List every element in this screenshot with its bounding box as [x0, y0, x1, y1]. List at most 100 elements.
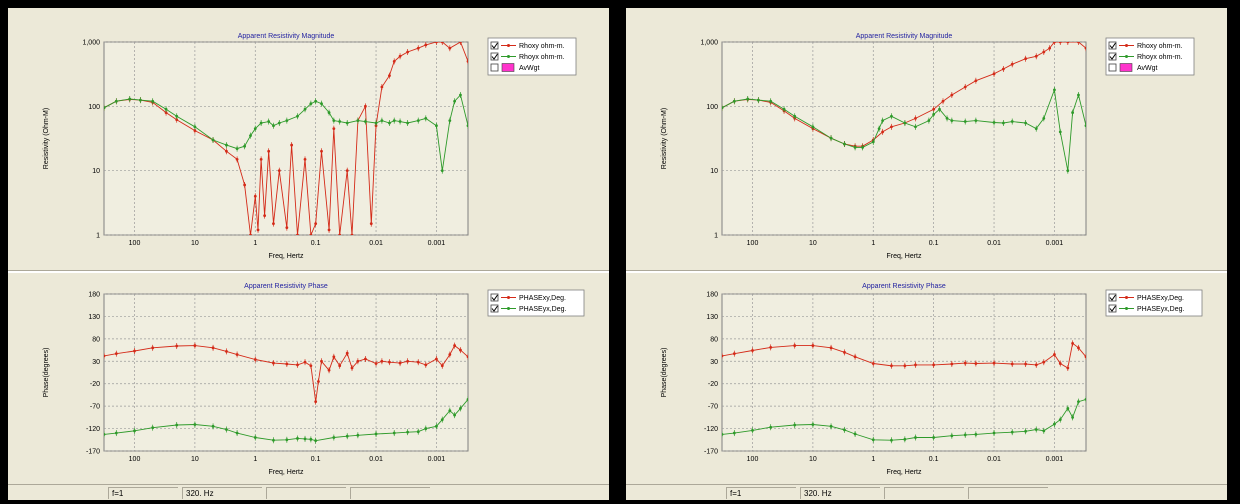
legend-box — [487, 289, 585, 317]
checkmark-icon — [1109, 42, 1116, 49]
data-point — [267, 120, 271, 123]
y-tick-label: -120 — [704, 426, 718, 433]
data-point — [272, 361, 275, 365]
y-tick-label: -70 — [708, 404, 718, 411]
x-tick-label: 10 — [191, 456, 199, 463]
x-tick-label: 10 — [191, 240, 199, 247]
data-point — [225, 350, 228, 353]
data-point — [259, 121, 263, 125]
data-point — [256, 228, 260, 232]
series-Rhoyx ohm-m. — [104, 92, 468, 174]
data-point — [963, 361, 967, 365]
chart-title: Apparent Resistivity Phase — [862, 283, 946, 290]
data-point — [1071, 111, 1075, 114]
data-point — [398, 361, 402, 365]
data-point — [424, 363, 428, 367]
legend-box — [1105, 289, 1203, 317]
status-cell-empty — [266, 487, 346, 499]
legend-checkbox[interactable] — [490, 304, 499, 313]
data-point — [890, 364, 893, 368]
x-tick-label: 0.1 — [311, 456, 321, 463]
x-tick-label: 0.01 — [987, 240, 1001, 247]
legend-checkbox[interactable] — [490, 293, 499, 302]
data-point — [1042, 50, 1046, 54]
x-tick-label: 10 — [809, 240, 817, 247]
legend-label: Rhoyx ohm-m. — [1137, 54, 1183, 61]
status-bar: f=1 320. Hz — [626, 484, 1227, 500]
data-point — [151, 426, 155, 430]
data-point — [151, 346, 155, 350]
y-tick-label: 1,000 — [700, 40, 718, 47]
legend-checkbox[interactable] — [1108, 63, 1117, 72]
data-point — [932, 363, 936, 367]
data-point — [1058, 362, 1062, 365]
data-point — [746, 97, 750, 101]
legend-checkbox[interactable] — [1108, 41, 1117, 50]
data-point — [114, 431, 118, 435]
data-point — [380, 359, 384, 363]
series-PHASEyx,Deg. — [722, 396, 1086, 444]
data-point — [945, 116, 949, 120]
data-point — [1042, 116, 1046, 120]
y-tick-label: -120 — [86, 426, 100, 433]
data-point — [1053, 422, 1056, 426]
right-plot-canvas: 100 10 1 0.1 0.01 0.001 1,000 100 10 1 Apparent Re… — [661, 33, 1203, 476]
x-tick-label: 100 — [747, 240, 759, 247]
status-cell-empty — [884, 487, 964, 499]
data-point — [1034, 363, 1038, 367]
legend-checkbox[interactable] — [490, 41, 499, 50]
legend-label: Rhoyx ohm-m. — [519, 54, 565, 61]
data-point — [104, 433, 106, 436]
x-tick-label: 0.1 — [929, 240, 939, 247]
data-point — [811, 344, 815, 347]
data-point — [243, 183, 247, 187]
data-point — [1024, 429, 1028, 433]
data-point — [914, 125, 917, 129]
x-tick-label: 0.001 — [1046, 240, 1064, 247]
data-point — [211, 346, 215, 350]
data-point — [369, 222, 373, 226]
legend-checkbox[interactable] — [490, 52, 499, 61]
legend-marker — [507, 307, 510, 310]
status-frequency-index: f=1 — [726, 487, 796, 499]
data-point — [338, 364, 342, 368]
checkmark-icon — [1109, 53, 1116, 60]
y-tick-label: -20 — [708, 381, 718, 388]
legend: Rhoxy ohm-m. Rhoyx ohm-m. AvWgt — [1105, 37, 1195, 76]
data-point — [877, 127, 881, 131]
x-tick-label: 1 — [253, 240, 257, 247]
data-point — [406, 359, 410, 363]
data-point — [253, 436, 257, 439]
plot-area — [721, 293, 1087, 452]
legend-checkbox[interactable] — [1108, 52, 1117, 61]
data-point — [992, 431, 996, 435]
data-point — [416, 360, 420, 364]
data-point — [327, 228, 331, 232]
data-point — [303, 437, 307, 441]
data-point — [992, 121, 996, 124]
data-point — [285, 226, 289, 230]
plot-separator — [8, 270, 609, 273]
data-point — [253, 127, 257, 131]
data-point — [406, 121, 410, 125]
legend: PHASExy,Deg. PHASEyx,Deg. — [1105, 289, 1203, 317]
data-point — [435, 424, 438, 428]
legend-label: AvWgt — [519, 65, 540, 72]
data-point — [332, 436, 336, 439]
series-line — [722, 342, 1086, 369]
data-point — [327, 368, 331, 372]
legend-checkbox[interactable] — [490, 63, 499, 72]
data-point — [793, 114, 797, 118]
data-point — [1010, 430, 1014, 434]
data-point — [193, 129, 197, 132]
checkmark-icon — [1109, 294, 1116, 301]
data-point — [332, 119, 336, 123]
legend-checkbox[interactable] — [1108, 304, 1117, 313]
legend-checkbox[interactable] — [1108, 293, 1117, 302]
data-point — [932, 436, 936, 439]
checkmark-icon — [491, 305, 498, 312]
data-point — [249, 134, 252, 138]
plot-separator — [626, 270, 1227, 273]
y-tick-label: 130 — [706, 314, 718, 321]
data-point — [392, 59, 396, 63]
